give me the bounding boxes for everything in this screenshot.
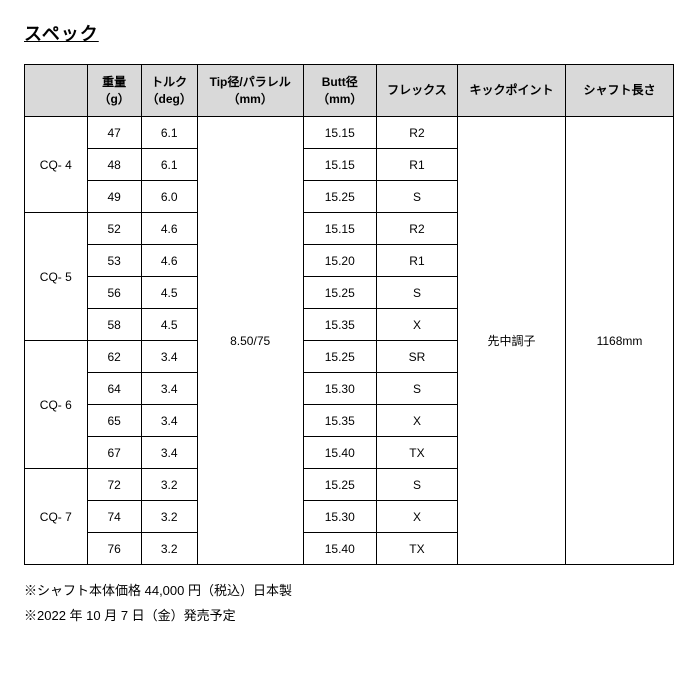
cell-butt: 15.15: [303, 117, 376, 149]
cell-flex: TX: [376, 533, 457, 565]
cell-butt: 15.25: [303, 277, 376, 309]
cell-butt: 15.35: [303, 405, 376, 437]
cell-torque: 4.5: [141, 277, 197, 309]
cell-torque: 3.2: [141, 469, 197, 501]
cell-torque: 3.2: [141, 501, 197, 533]
cell-weight: 64: [87, 373, 141, 405]
cell-weight: 67: [87, 437, 141, 469]
notes: ※シャフト本体価格 44,000 円（税込）日本製 ※2022 年 10 月 7…: [24, 579, 676, 628]
cell-torque: 4.6: [141, 245, 197, 277]
cell-butt: 15.25: [303, 469, 376, 501]
col-kick: キックポイント: [457, 65, 565, 117]
cell-flex: S: [376, 469, 457, 501]
cell-butt: 15.40: [303, 437, 376, 469]
cell-flex: R1: [376, 245, 457, 277]
cell-butt: 15.30: [303, 501, 376, 533]
cell-model: CQ- 7: [25, 469, 88, 565]
cell-flex: S: [376, 181, 457, 213]
cell-butt: 15.15: [303, 149, 376, 181]
cell-torque: 6.0: [141, 181, 197, 213]
cell-torque: 4.5: [141, 309, 197, 341]
cell-butt: 15.25: [303, 181, 376, 213]
cell-torque: 6.1: [141, 149, 197, 181]
cell-torque: 6.1: [141, 117, 197, 149]
cell-flex: R2: [376, 213, 457, 245]
cell-weight: 49: [87, 181, 141, 213]
page-title: スペック: [24, 20, 676, 46]
cell-torque: 3.4: [141, 373, 197, 405]
col-flex: フレックス: [376, 65, 457, 117]
cell-weight: 62: [87, 341, 141, 373]
cell-torque: 3.2: [141, 533, 197, 565]
cell-butt: 15.20: [303, 245, 376, 277]
cell-kick: 先中調子: [457, 117, 565, 565]
cell-torque: 3.4: [141, 341, 197, 373]
cell-butt: 15.40: [303, 533, 376, 565]
col-tip: Tip径/パラレル（mm）: [197, 65, 303, 117]
cell-length: 1168mm: [565, 117, 673, 565]
cell-flex: S: [376, 373, 457, 405]
cell-butt: 15.30: [303, 373, 376, 405]
cell-weight: 65: [87, 405, 141, 437]
cell-weight: 47: [87, 117, 141, 149]
cell-butt: 15.35: [303, 309, 376, 341]
cell-flex: R2: [376, 117, 457, 149]
table-row: CQ- 4476.18.50/7515.15R2先中調子1168mm: [25, 117, 674, 149]
col-weight: 重量（g）: [87, 65, 141, 117]
cell-model: CQ- 4: [25, 117, 88, 213]
cell-weight: 72: [87, 469, 141, 501]
cell-flex: S: [376, 277, 457, 309]
cell-flex: X: [376, 405, 457, 437]
note-line: ※2022 年 10 月 7 日（金）発売予定: [24, 604, 676, 629]
cell-tip: 8.50/75: [197, 117, 303, 565]
cell-weight: 52: [87, 213, 141, 245]
spec-table: 重量（g） トルク（deg） Tip径/パラレル（mm） Butt径（mm） フ…: [24, 64, 674, 565]
cell-flex: X: [376, 309, 457, 341]
cell-model: CQ- 5: [25, 213, 88, 341]
col-butt: Butt径（mm）: [303, 65, 376, 117]
cell-butt: 15.25: [303, 341, 376, 373]
cell-torque: 3.4: [141, 405, 197, 437]
note-line: ※シャフト本体価格 44,000 円（税込）日本製: [24, 579, 676, 604]
cell-torque: 4.6: [141, 213, 197, 245]
cell-weight: 74: [87, 501, 141, 533]
cell-weight: 76: [87, 533, 141, 565]
cell-butt: 15.15: [303, 213, 376, 245]
cell-weight: 58: [87, 309, 141, 341]
cell-weight: 53: [87, 245, 141, 277]
col-corner: [25, 65, 88, 117]
cell-weight: 48: [87, 149, 141, 181]
cell-weight: 56: [87, 277, 141, 309]
col-torque: トルク（deg）: [141, 65, 197, 117]
cell-flex: SR: [376, 341, 457, 373]
cell-flex: X: [376, 501, 457, 533]
col-length: シャフト長さ: [565, 65, 673, 117]
cell-flex: TX: [376, 437, 457, 469]
cell-flex: R1: [376, 149, 457, 181]
cell-model: CQ- 6: [25, 341, 88, 469]
table-header-row: 重量（g） トルク（deg） Tip径/パラレル（mm） Butt径（mm） フ…: [25, 65, 674, 117]
cell-torque: 3.4: [141, 437, 197, 469]
